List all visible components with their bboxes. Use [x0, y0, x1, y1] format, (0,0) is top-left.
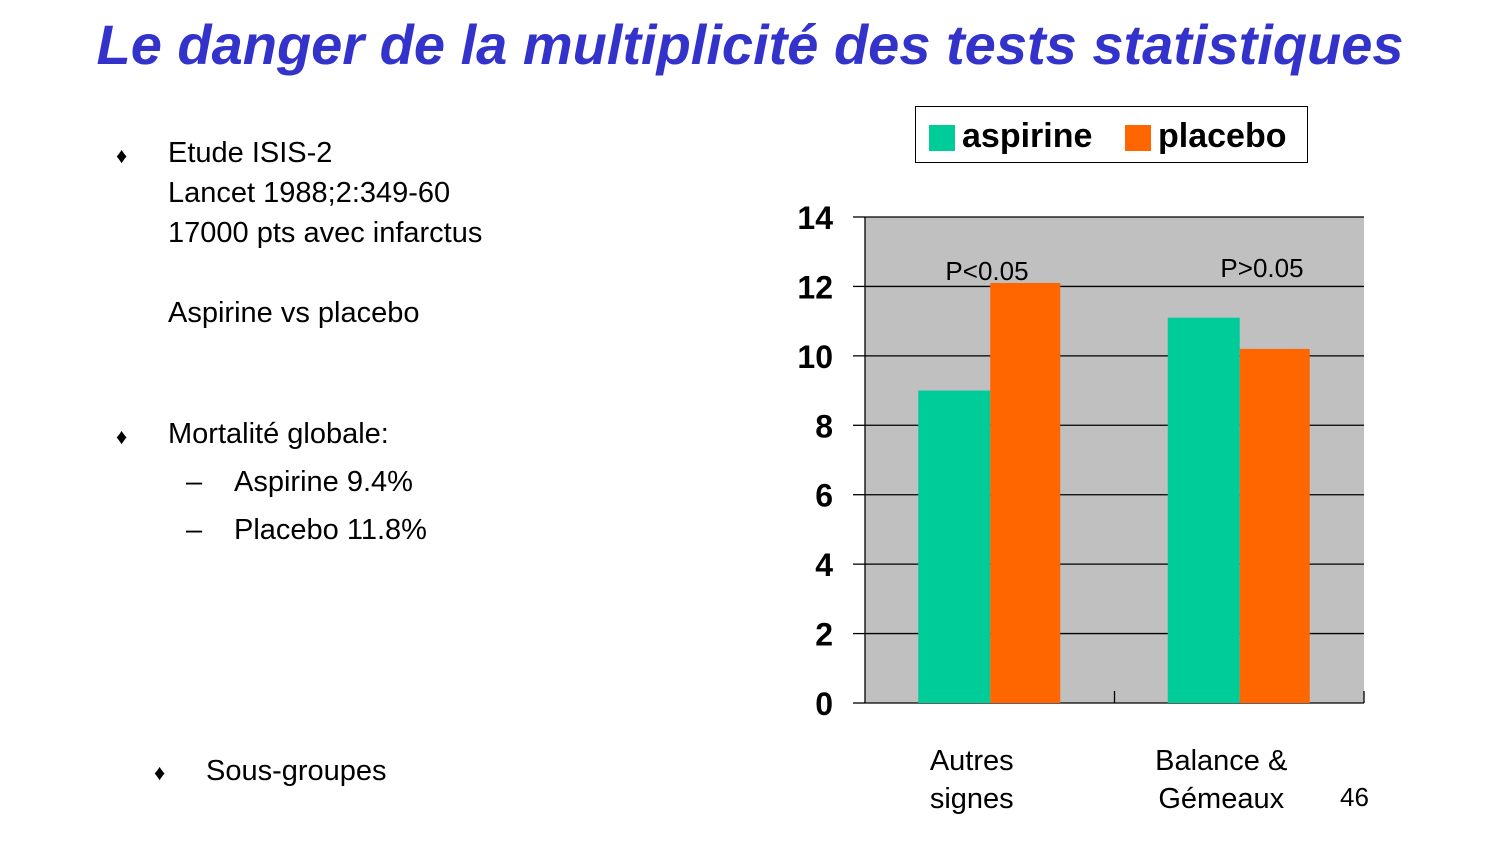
mortality-heading: Mortalité globale:	[168, 418, 389, 450]
slide-title: Le danger de la multiplicité des tests s…	[96, 13, 1404, 76]
legend-label-aspirine: aspirine	[962, 117, 1093, 155]
page-number: 46	[1340, 782, 1369, 812]
study-line-1: Etude ISIS-2	[168, 137, 333, 169]
mortality-item-label: Aspirine 9.4%	[234, 466, 413, 498]
chart-legend: aspirine placebo	[915, 106, 1308, 163]
x-tick-label: Balance &	[1155, 745, 1287, 777]
p-value-annotation: P>0.05	[1220, 253, 1303, 283]
bar-aspirine	[1167, 317, 1240, 703]
study-line-3: 17000 pts avec infarctus	[168, 217, 483, 249]
dash-icon: –	[186, 514, 203, 546]
legend-swatch-placebo	[1125, 125, 1151, 151]
comparison-line: Aspirine vs placebo	[168, 297, 420, 329]
mortality-item-label: Placebo 11.8%	[234, 514, 427, 546]
y-tick-label: 10	[797, 339, 833, 375]
bar-placebo	[990, 282, 1061, 703]
legend-label-placebo: placebo	[1158, 117, 1287, 155]
y-tick-label: 2	[815, 617, 833, 653]
x-tick-label: signes	[930, 783, 1014, 815]
bullet-icon: ♦	[116, 424, 128, 449]
y-tick-label: 6	[815, 478, 833, 514]
x-tick-label: Autres	[930, 745, 1014, 777]
legend-swatch-aspirine	[929, 125, 955, 151]
study-line-2: Lancet 1988;2:349-60	[168, 177, 451, 209]
y-tick-label: 4	[815, 547, 833, 583]
p-value-annotation: P<0.05	[945, 256, 1028, 286]
dash-icon: –	[186, 466, 203, 498]
bullet-icon: ♦	[154, 760, 166, 785]
y-tick-label: 12	[797, 269, 833, 305]
x-tick-label: Gémeaux	[1158, 783, 1284, 815]
y-tick-label: 8	[815, 408, 833, 444]
bar-placebo	[1239, 348, 1310, 703]
y-tick-label: 14	[797, 200, 833, 236]
y-tick-label: 0	[815, 686, 833, 722]
bar-aspirine	[918, 390, 991, 703]
subgroups-label: Sous-groupes	[206, 755, 387, 787]
bullet-icon: ♦	[116, 143, 128, 168]
